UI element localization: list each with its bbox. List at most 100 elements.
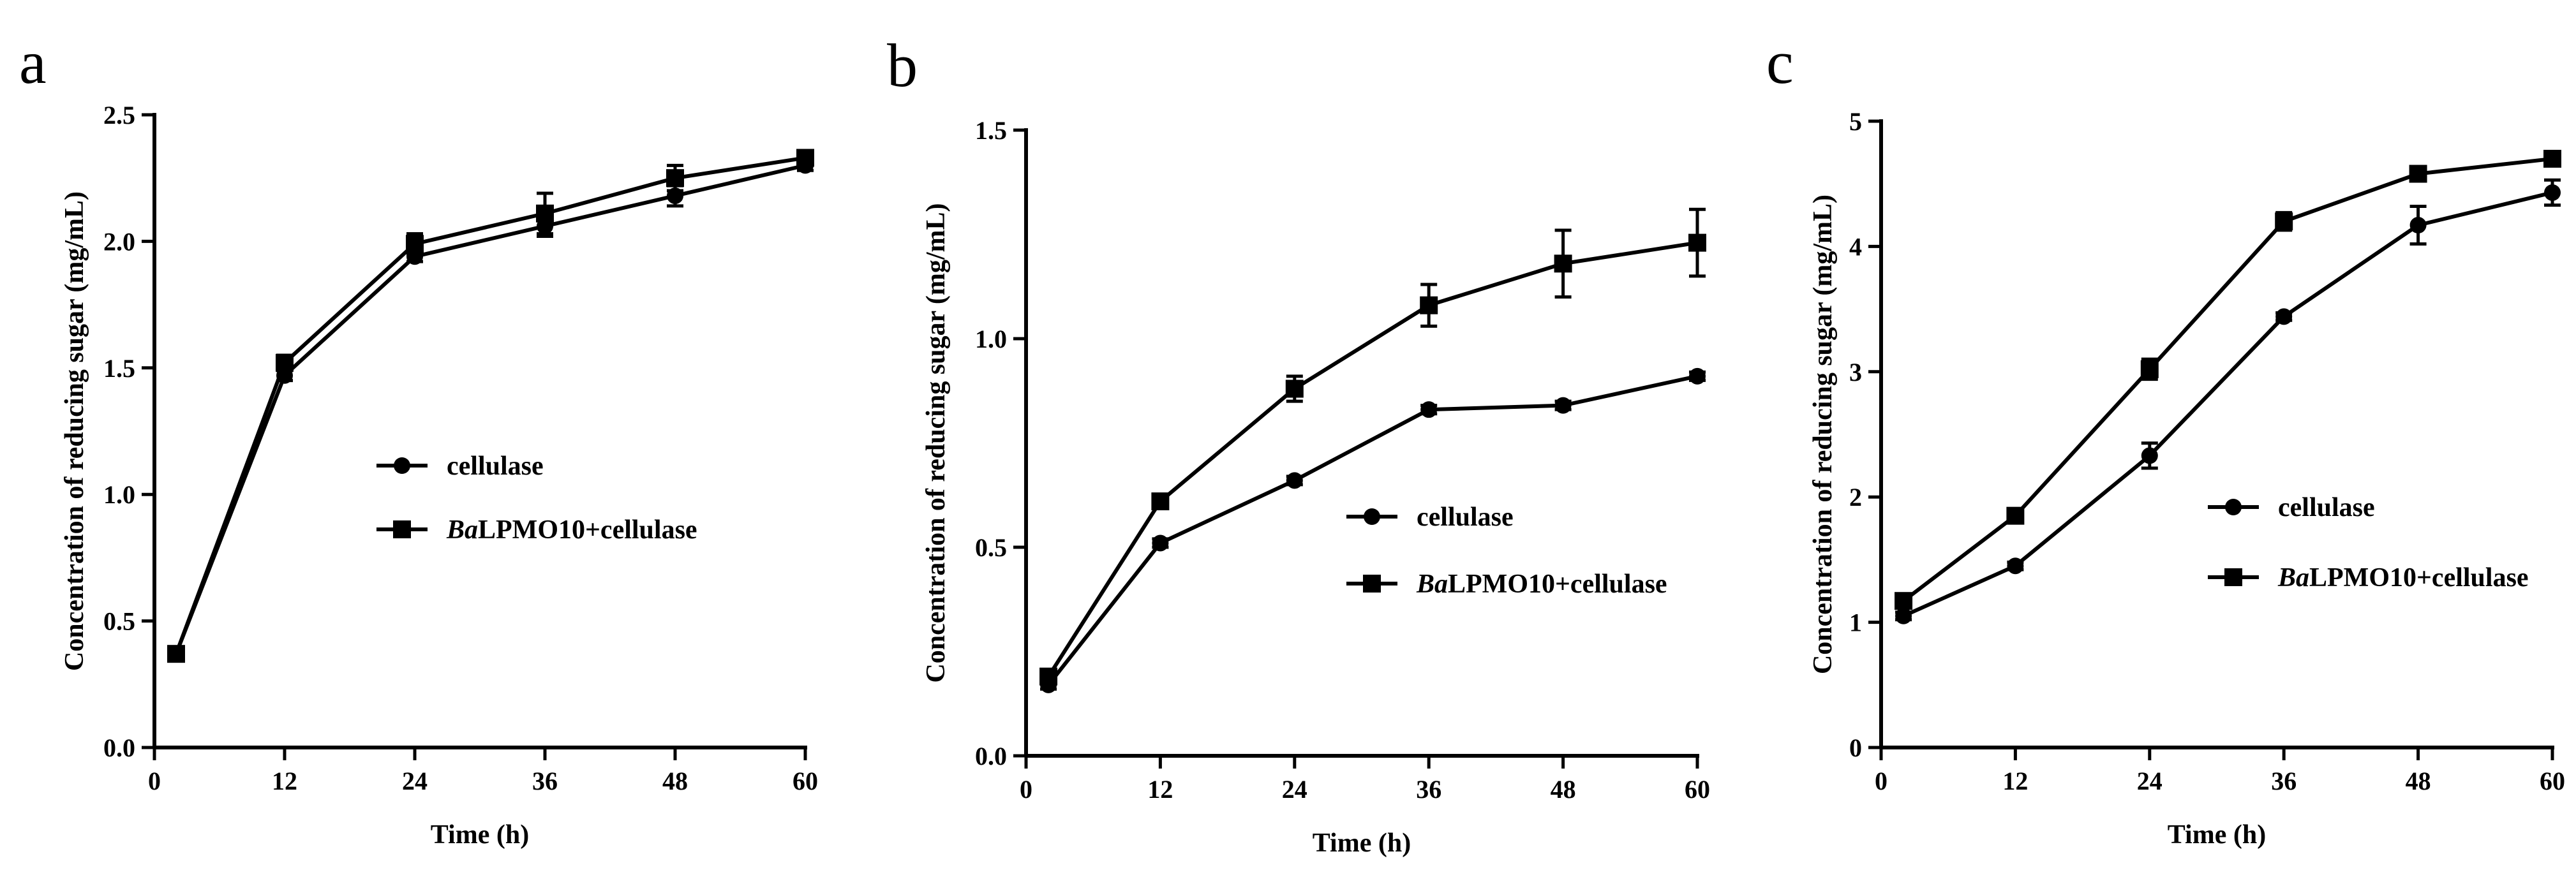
y-tick-label: 1.0 <box>103 480 135 509</box>
data-point-square <box>2543 149 2561 168</box>
x-tick-label: 0 <box>148 767 161 795</box>
data-point-square <box>1688 233 1706 252</box>
data-point-circle <box>1420 401 1438 418</box>
legend: cellulase BaLPMO10+cellulase <box>1346 503 1667 599</box>
x-axis-title: Time (h) <box>431 820 529 850</box>
legend: cellulase BaLPMO10+cellulase <box>2208 493 2529 593</box>
data-point-square <box>1895 592 1913 610</box>
x-tick-label: 48 <box>2406 767 2431 795</box>
x-tick-label: 60 <box>793 767 818 795</box>
data-point-square <box>276 353 294 372</box>
x-tick-label: 48 <box>1551 775 1576 804</box>
y-tick-label: 5 <box>1849 107 1862 136</box>
y-tick-label: 0 <box>1849 733 1862 762</box>
data-point-square <box>666 169 684 188</box>
y-tick-label: 4 <box>1849 232 1862 261</box>
legend-label-italic: Ba <box>2277 563 2309 593</box>
x-tick-label: 12 <box>2002 767 2028 795</box>
data-point-square <box>1039 667 1058 686</box>
legend-label: cellulase <box>2278 493 2375 522</box>
x-tick-label: 0 <box>1020 775 1032 804</box>
legend-label: BaLPMO10+cellulase <box>1416 570 1667 599</box>
data-point-square <box>1420 296 1438 314</box>
series-cellulase <box>1040 367 1706 693</box>
y-tick-label: 1.5 <box>975 116 1007 145</box>
data-point-circle <box>1286 472 1303 489</box>
data-point-circle <box>2141 447 2158 464</box>
legend-label: cellulase <box>447 452 544 481</box>
legend-marker-circle <box>394 457 410 474</box>
data-point-circle <box>1895 607 1912 624</box>
x-axis-title: Time (h) <box>1313 829 1411 858</box>
legend-label-italic: Ba <box>1416 570 1448 599</box>
data-point-square <box>1151 492 1170 511</box>
data-point-square <box>2140 360 2159 378</box>
y-tick-label: 0.0 <box>975 742 1007 770</box>
legend-label: BaLPMO10+cellulase <box>2277 563 2529 593</box>
legend-marker-square <box>2224 568 2242 586</box>
legend-marker-circle <box>1364 508 1380 525</box>
x-tick-label: 36 <box>2271 767 2297 795</box>
y-tick-label: 0.5 <box>975 533 1007 562</box>
data-point-circle <box>1554 397 1572 414</box>
data-point-square <box>796 149 814 167</box>
x-tick-label: 24 <box>402 767 428 795</box>
y-tick-label: 1.5 <box>103 354 135 383</box>
data-point-circle <box>2275 308 2293 325</box>
legend-marker-square <box>393 520 411 538</box>
legend-label: cellulase <box>1417 503 1514 532</box>
y-tick-label: 2 <box>1849 483 1862 512</box>
y-axis-title: Concentration of reducing sugar (mg/mL) <box>1808 195 1838 674</box>
x-tick-label: 60 <box>2540 767 2565 795</box>
legend-label-rest: LPMO10+cellulase <box>2309 563 2529 593</box>
x-axis-title: Time (h) <box>2168 820 2266 850</box>
y-tick-label: 2.0 <box>103 227 135 256</box>
x-tick-label: 36 <box>532 767 558 795</box>
legend-label-rest: LPMO10+cellulase <box>478 515 697 545</box>
series-balpmo10-cellulase <box>167 149 814 663</box>
panel-label: c <box>1766 28 1794 96</box>
data-point-circle <box>2409 217 2427 234</box>
data-point-circle <box>2544 184 2561 201</box>
series-line <box>174 156 806 655</box>
x-tick-label: 60 <box>1685 775 1710 804</box>
legend: cellulase BaLPMO10+cellulase <box>376 452 697 545</box>
legend-marker-circle <box>2225 499 2242 515</box>
series-balpmo10-cellulase <box>1895 149 2561 610</box>
y-axis-title: Concentration of reducing sugar (mg/mL) <box>921 203 951 682</box>
data-point-square <box>536 204 554 223</box>
panel-label: a <box>19 28 47 96</box>
data-point-square <box>406 235 424 253</box>
y-tick-label: 0.0 <box>103 733 135 762</box>
series-cellulase <box>1895 178 2561 624</box>
series-line <box>1902 191 2553 618</box>
data-point-square <box>2006 506 2025 525</box>
data-point-square <box>2275 212 2293 231</box>
x-tick-label: 24 <box>1282 775 1307 804</box>
series-line <box>1046 240 1698 678</box>
y-tick-label: 3 <box>1849 358 1862 387</box>
panel-label: b <box>887 31 918 99</box>
data-point-circle <box>1152 534 1169 552</box>
data-point-circle <box>1689 367 1706 385</box>
y-axis-title: Concentration of reducing sugar (mg/mL) <box>60 191 89 671</box>
y-tick-label: 1.0 <box>975 325 1007 353</box>
y-tick-label: 2.5 <box>103 101 135 129</box>
y-tick-label: 0.5 <box>103 607 135 636</box>
data-point-square <box>1554 254 1572 273</box>
x-tick-label: 12 <box>1147 775 1173 804</box>
y-tick-label: 1 <box>1849 608 1862 637</box>
legend-label: BaLPMO10+cellulase <box>446 515 697 545</box>
series-line <box>1046 374 1698 686</box>
legend-label-rest: LPMO10+cellulase <box>1448 570 1667 599</box>
series-balpmo10-cellulase <box>1039 207 1706 686</box>
legend-marker-square <box>1363 575 1381 593</box>
panel-a: a 0.0 0.5 1.0 1.5 2.0 2.5 0 12 24 36 48 60 Time (h) Co… <box>19 28 818 850</box>
x-tick-label: 24 <box>2137 767 2163 795</box>
data-point-square <box>167 645 185 663</box>
x-tick-label: 48 <box>662 767 688 795</box>
x-tick-label: 0 <box>1875 767 1887 795</box>
series-line <box>174 163 806 655</box>
